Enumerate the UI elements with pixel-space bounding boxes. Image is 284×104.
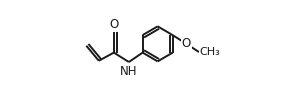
Text: O: O [182, 37, 191, 50]
Text: CH₃: CH₃ [200, 47, 220, 57]
Text: NH: NH [120, 65, 138, 78]
Text: O: O [109, 18, 118, 31]
